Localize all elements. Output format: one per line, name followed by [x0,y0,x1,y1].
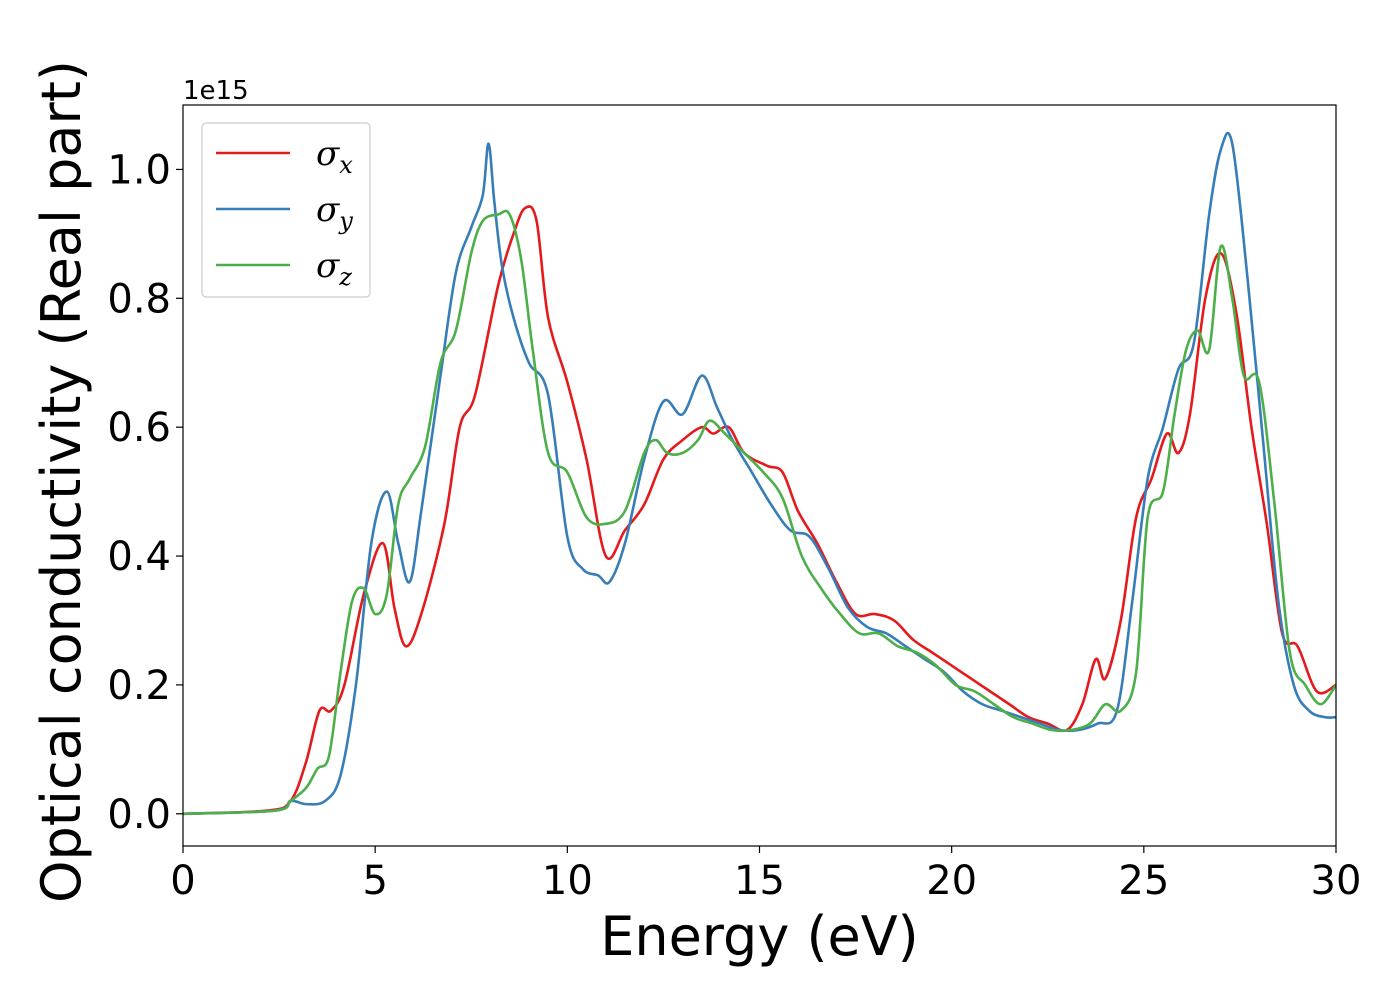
legend-label: σz [316,246,352,291]
y-axis-title: Optical conductivity (Real part) [30,60,93,903]
series-line-x [183,205,1336,816]
series-line-y [183,131,1336,816]
x-tick-label: 25 [1118,858,1169,904]
ticks-layer: 0 5 10 15 20 25 30 0.0 0.2 0.4 0.6 0.8 1.0 [107,147,1361,904]
y-tick-label: 0.6 [107,405,171,451]
y-tick-label: 0.8 [107,276,171,322]
x-tick-label: 5 [362,858,387,904]
x-tick-label: 15 [734,858,785,904]
legend-label: σy [316,190,353,235]
legend: σx σy σz [201,122,371,298]
x-axis-title: Energy (eV) [600,905,919,968]
y-tick-label: 1.0 [107,147,171,193]
x-tick-label: 20 [926,858,977,904]
y-offset-label: 1e15 [183,76,249,106]
x-tick-label: 10 [542,858,593,904]
y-tick-label: 0.4 [107,534,171,580]
series-line-z [183,209,1336,816]
legend-label: σx [316,134,353,179]
x-tick-label: 30 [1311,858,1362,904]
series-layer [183,131,1336,816]
y-tick-label: 0.2 [107,663,171,709]
y-tick-label: 0.0 [107,792,171,838]
x-tick-label: 0 [170,858,195,904]
